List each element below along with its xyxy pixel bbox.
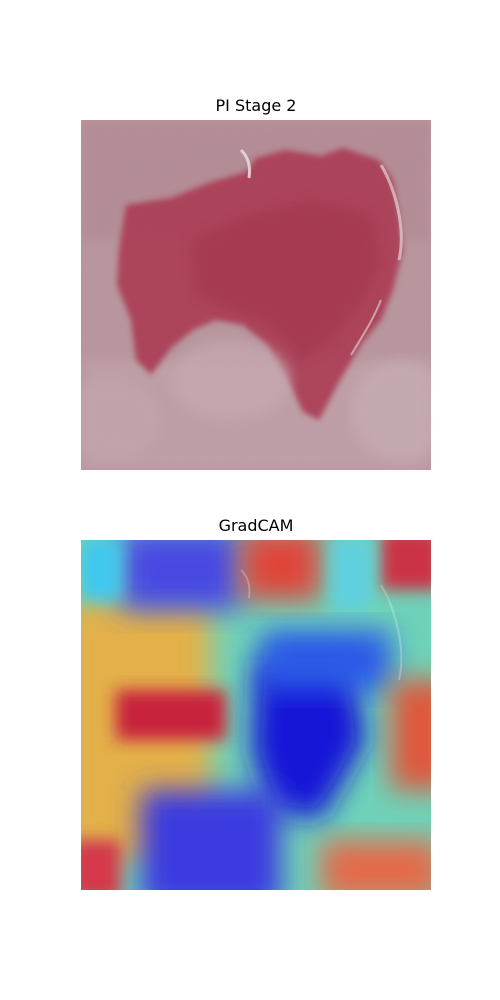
wound-photo-image	[81, 120, 431, 470]
gradcam-heatmap-image	[81, 540, 431, 890]
wound-photo	[81, 120, 431, 470]
gradcam-title: GradCAM	[218, 516, 294, 535]
gradcam-heatmap	[81, 540, 431, 890]
wound-photo-title: PI Stage 2	[215, 96, 297, 115]
